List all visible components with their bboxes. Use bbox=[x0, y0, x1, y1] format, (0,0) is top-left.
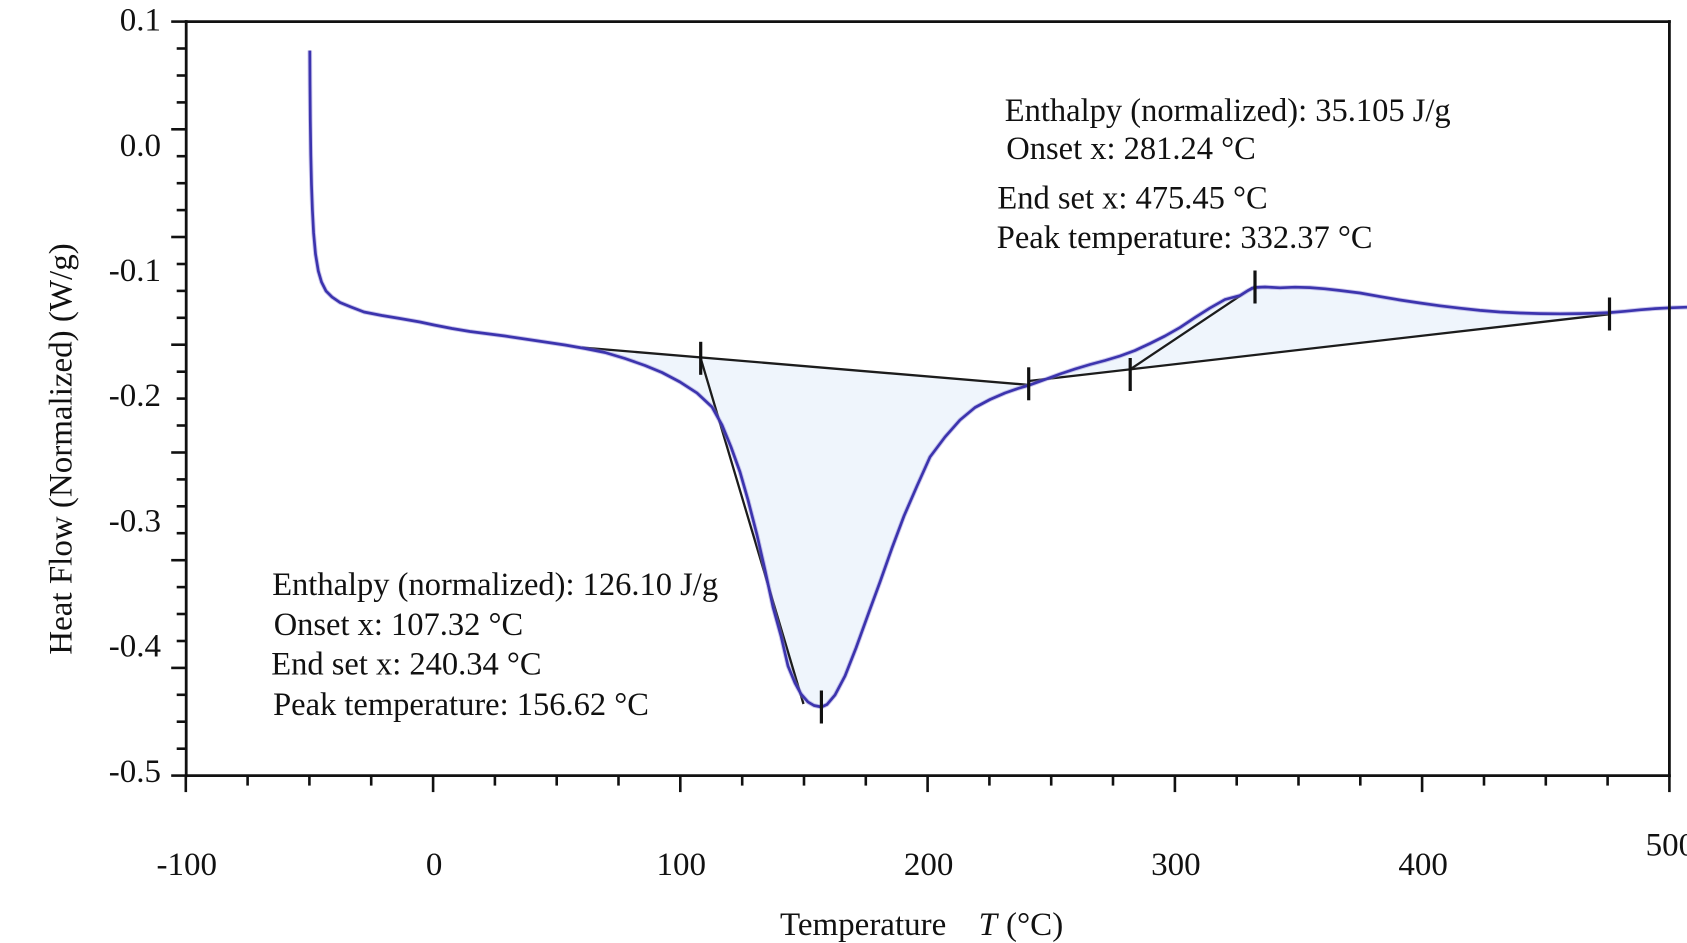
svg-text:-0.2: -0.2 bbox=[109, 378, 161, 414]
svg-text:300: 300 bbox=[1151, 847, 1201, 883]
svg-text:0.0: 0.0 bbox=[120, 128, 161, 164]
svg-text:-0.1: -0.1 bbox=[109, 253, 161, 289]
svg-text:500: 500 bbox=[1646, 828, 1687, 864]
svg-text:Onset x: 281.24 °C: Onset x: 281.24 °C bbox=[1006, 131, 1256, 167]
svg-text:100: 100 bbox=[657, 847, 707, 883]
svg-text:Heat Flow (Normalized) (W/g): Heat Flow (Normalized) (W/g) bbox=[44, 243, 80, 654]
svg-text:End set x: 240.34 °C: End set x: 240.34 °C bbox=[271, 647, 541, 683]
svg-text:0: 0 bbox=[426, 847, 443, 883]
svg-text:Peak temperature: 156.62 °C: Peak temperature: 156.62 °C bbox=[273, 687, 649, 723]
svg-text:Peak temperature: 332.37 °C: Peak temperature: 332.37 °C bbox=[997, 220, 1373, 256]
svg-text:-0.4: -0.4 bbox=[109, 629, 161, 665]
svg-text:-100: -100 bbox=[157, 847, 218, 883]
svg-text:Temperature: Temperature bbox=[780, 907, 946, 943]
svg-text:Onset x: 107.32 °C: Onset x: 107.32 °C bbox=[274, 607, 524, 643]
svg-text:End set x: 475.45 °C: End set x: 475.45 °C bbox=[997, 181, 1267, 217]
svg-text:T: T bbox=[979, 907, 1000, 943]
svg-text:400: 400 bbox=[1398, 847, 1448, 883]
svg-text:Enthalpy (normalized): 35.105: Enthalpy (normalized): 35.105 J/g bbox=[1005, 93, 1451, 129]
svg-text:0.1: 0.1 bbox=[120, 3, 161, 39]
svg-text:-0.5: -0.5 bbox=[109, 754, 161, 790]
svg-text:-0.3: -0.3 bbox=[109, 503, 161, 539]
svg-text:Enthalpy (normalized): 126.10: Enthalpy (normalized): 126.10 J/g bbox=[272, 567, 718, 603]
svg-text:200: 200 bbox=[904, 847, 954, 883]
svg-text:(°C): (°C) bbox=[1006, 907, 1063, 943]
